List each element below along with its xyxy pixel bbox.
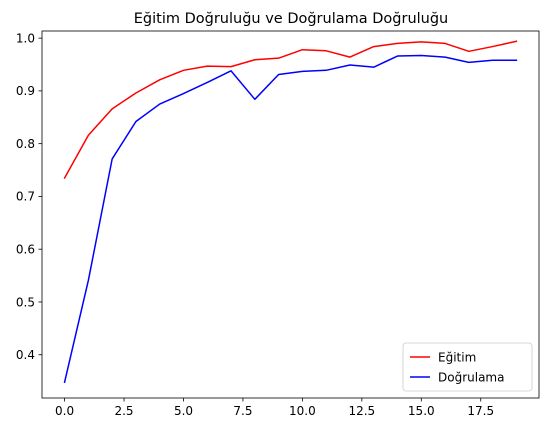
y-tick-label: 0.9 <box>16 84 35 98</box>
y-tick-label: 0.7 <box>16 190 35 204</box>
x-tick-label: 0.0 <box>55 404 74 418</box>
legend-label-2: Doğrulama <box>438 370 504 384</box>
y-tick-label: 0.4 <box>16 348 35 362</box>
series-line-1 <box>65 41 517 178</box>
series-line-2 <box>65 56 517 383</box>
y-tick-label: 1.0 <box>16 31 35 45</box>
x-tick-label: 10.0 <box>289 404 316 418</box>
x-tick-label: 7.5 <box>233 404 252 418</box>
legend: Eğitim Doğrulama <box>403 343 532 391</box>
y-tick-label: 0.6 <box>16 242 35 256</box>
y-tick-label: 0.8 <box>16 137 35 151</box>
x-tick-label: 15.0 <box>408 404 435 418</box>
x-axis: 0.0 2.5 5.0 7.5 10.0 12.5 15.0 17.5 <box>55 398 494 418</box>
legend-label-1: Eğitim <box>438 350 476 364</box>
y-axis: 0.4 0.5 0.6 0.7 0.8 0.9 1.0 <box>16 31 42 362</box>
chart-title: Eğitim Doğruluğu ve Doğrulama Doğruluğu <box>134 11 449 27</box>
y-tick-label: 0.5 <box>16 295 35 309</box>
x-tick-label: 17.5 <box>467 404 494 418</box>
x-tick-label: 2.5 <box>114 404 133 418</box>
x-tick-label: 5.0 <box>174 404 193 418</box>
x-tick-label: 12.5 <box>348 404 375 418</box>
